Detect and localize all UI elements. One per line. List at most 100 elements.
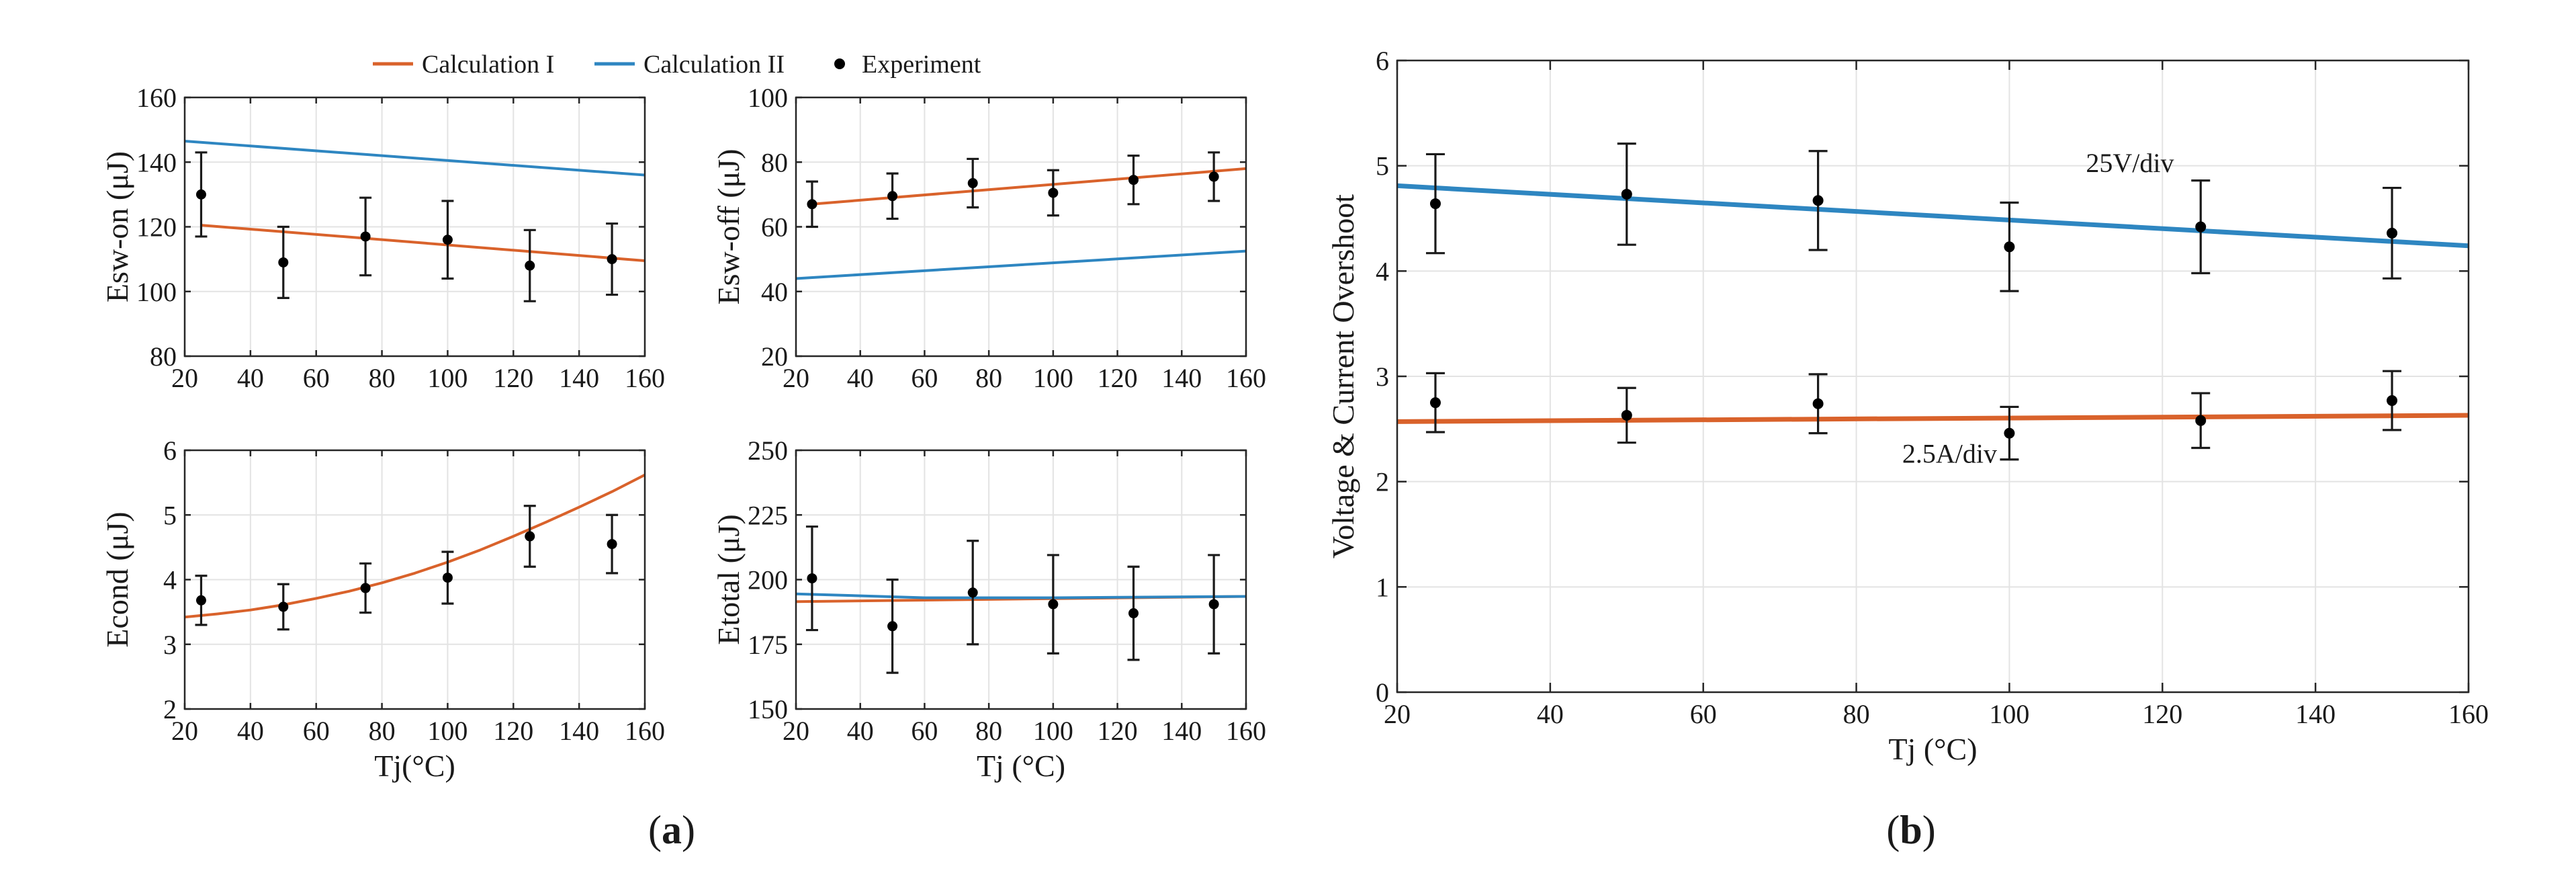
experiment-point [278,257,289,267]
x-tick-label: 140 [2295,699,2336,729]
experiment-point [2004,241,2015,253]
y-tick-label: 175 [748,630,788,660]
x-tick-label: 100 [1033,716,1073,746]
experiment-point [2195,415,2207,426]
x-tick-label: 60 [303,716,330,746]
y-tick-label: 3 [1376,362,1389,392]
x-tick-label: 20 [1384,699,1411,729]
caption-a-open: ( [648,808,662,852]
annotation-label: 2.5A/div [1902,438,1997,468]
x-tick-label: 60 [1690,699,1717,729]
x-tick-label: 20 [171,716,198,746]
x-tick-label: 40 [847,716,874,746]
caption-b-open: ( [1886,808,1900,852]
legend: Calculation I Calculation II Experiment [373,50,981,79]
legend-swatch-experiment [834,58,845,69]
experiment-point [887,191,898,202]
caption-a-letter: a [662,808,682,852]
y-tick-label: 2 [1376,467,1389,497]
experiment-point [442,235,453,245]
x-tick-label: 80 [975,716,1002,746]
x-tick-label: 40 [237,363,264,393]
caption-a-close: ) [682,808,695,852]
x-tick-label: 20 [783,716,809,746]
legend-label-experiment: Experiment [862,50,981,79]
x-tick-label: 120 [493,363,533,393]
experiment-point [1812,195,1824,206]
y-tick-label: 160 [136,83,177,113]
legend-label-calc1: Calculation I [422,50,554,79]
y-tick-label: 120 [136,212,177,243]
experiment-point [195,189,206,200]
x-tick-label: 60 [911,716,938,746]
x-tick-label: 40 [847,363,874,393]
x-tick-label: 80 [975,363,1002,393]
y-tick-label: 250 [748,435,788,466]
x-tick-label: 40 [237,716,264,746]
x-tick-label: 140 [1161,363,1202,393]
chart-esw-off: 20 40 60 80 100 120 140 160 20 40 60 80 100 Esw-off (… [711,83,1266,393]
series-line-2 [796,249,1246,280]
x-tick-label: 40 [1537,699,1564,729]
legend-label-calc2: Calculation II [643,50,785,79]
y-axis-label: Etotal (μJ) [711,514,746,645]
y-axis-label: Econd (μJ) [100,511,134,647]
y-tick-label: 80 [150,341,177,372]
y-tick-label: 5 [163,500,177,530]
x-axis-label: Tj (°C) [1888,732,1977,766]
caption-a: (a) [648,808,695,852]
x-tick-label: 120 [1098,716,1138,746]
experiment-point [1128,608,1139,619]
caption-b-close: ) [1922,808,1936,852]
x-tick-label: 120 [493,716,533,746]
experiment-point [1621,409,1632,421]
x-tick-label: 140 [559,363,599,393]
y-tick-label: 225 [748,500,788,530]
x-axis-label: Tj(°C) [374,749,455,783]
series-line-1 [201,224,645,262]
experiment-point [807,199,817,210]
experiment-point [525,260,535,271]
series-line-2 [185,140,645,177]
x-tick-label: 160 [625,363,665,393]
chart-etotal: 20 40 60 80 100 120 140 160 150 175 200 225 250 Tj (°… [711,435,1266,783]
y-tick-label: 6 [163,435,177,466]
y-tick-label: 200 [748,565,788,595]
y-tick-label: 20 [761,341,788,372]
x-tick-label: 20 [783,363,809,393]
experiment-point [360,583,371,593]
experiment-point [2004,427,2015,439]
y-tick-label: 40 [761,277,788,307]
y-axis-label: Esw-on (μJ) [100,151,134,302]
experiment-point [195,595,206,605]
experiment-point [1128,175,1139,185]
chart-econd: 20 40 60 80 100 120 140 160 2 3 4 5 6 Tj(°C) Econd (μJ… [100,435,665,783]
experiment-point [2387,395,2398,407]
y-tick-label: 6 [1376,46,1389,76]
experiment-point [1621,188,1632,200]
y-tick-label: 140 [136,147,177,177]
series-line-1 [1397,183,2469,249]
x-tick-label: 60 [303,363,330,393]
caption-b: (b) [1886,808,1935,852]
experiment-point [2195,221,2207,233]
caption-b-letter: b [1900,808,1922,852]
series-line-1 [185,473,645,619]
experiment-point [1208,599,1219,610]
experiment-point [967,587,978,598]
x-tick-label: 80 [369,716,396,746]
x-tick-label: 160 [1226,716,1266,746]
x-tick-label: 60 [911,363,938,393]
x-tick-label: 120 [1098,363,1138,393]
y-tick-label: 100 [748,83,788,113]
x-tick-label: 80 [1843,699,1870,729]
x-tick-label: 160 [2448,699,2489,729]
annotation-label: 25V/div [2086,148,2174,178]
experiment-point [278,601,289,612]
experiment-point [360,231,371,242]
y-tick-label: 80 [761,147,788,177]
experiment-point [1048,187,1059,198]
y-tick-label: 5 [1376,151,1389,181]
y-tick-label: 1 [1376,572,1389,602]
